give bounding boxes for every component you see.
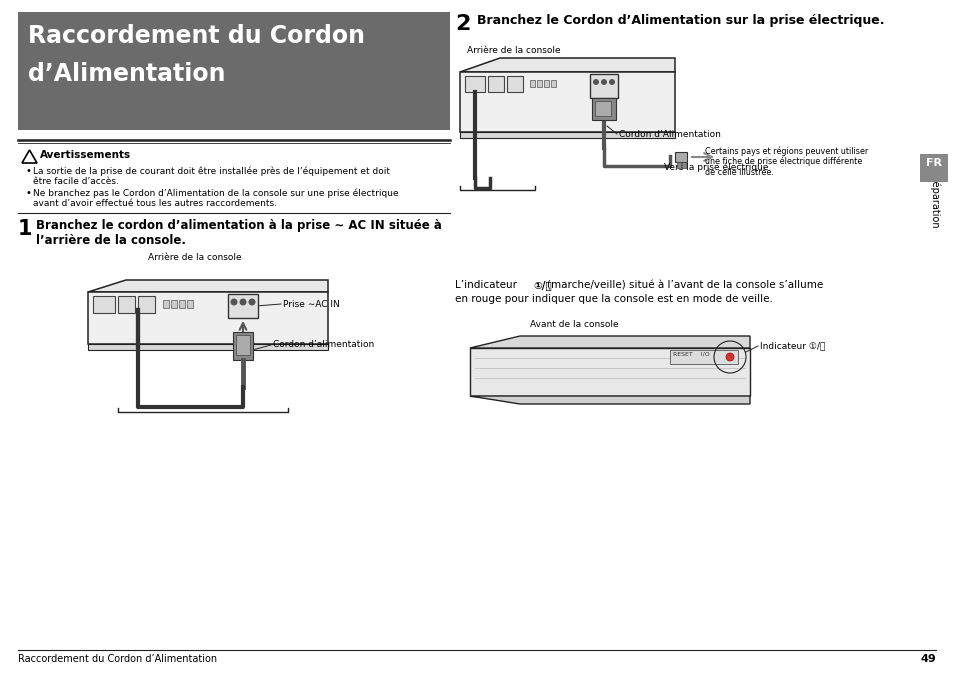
Text: RESET    I/O: RESET I/O	[672, 352, 709, 357]
Bar	[506, 76, 522, 92]
Text: 1: 1	[18, 219, 32, 239]
Text: •: •	[26, 166, 31, 176]
Text: Avant de la console: Avant de la console	[530, 320, 618, 329]
Text: Certains pays et régions peuvent utiliser: Certains pays et régions peuvent utilise…	[704, 146, 867, 156]
Bar	[595, 101, 610, 116]
Polygon shape	[470, 336, 749, 348]
Bar	[88, 292, 328, 344]
Text: de celle illustrée.: de celle illustrée.	[704, 168, 773, 177]
Text: Préparation: Préparation	[928, 172, 939, 228]
Bar	[470, 348, 749, 396]
Bar	[118, 296, 135, 313]
Text: l’arrière de la console.: l’arrière de la console.	[36, 234, 186, 247]
Bar	[537, 80, 541, 87]
Bar	[138, 296, 154, 313]
Text: Cordon d’Alimentation: Cordon d’Alimentation	[618, 130, 720, 139]
Bar	[677, 162, 680, 168]
Bar	[530, 80, 535, 87]
Bar	[163, 300, 169, 308]
Text: en rouge pour indiquer que la console est en mode de veille.: en rouge pour indiquer que la console es…	[455, 294, 772, 304]
Text: La sortie de la prise de courant doit être installée près de l’équipement et doi: La sortie de la prise de courant doit êt…	[33, 166, 390, 175]
Circle shape	[231, 299, 237, 305]
Text: Arrière de la console: Arrière de la console	[467, 46, 560, 55]
Bar	[459, 132, 675, 138]
Polygon shape	[470, 396, 749, 404]
Bar	[669, 350, 738, 364]
Text: 49: 49	[920, 654, 935, 664]
Text: 2: 2	[455, 14, 470, 34]
Bar	[179, 300, 185, 308]
Text: FR: FR	[925, 158, 941, 168]
Circle shape	[600, 79, 606, 85]
Text: d’Alimentation: d’Alimentation	[28, 62, 225, 86]
Circle shape	[248, 299, 255, 305]
Bar	[551, 80, 556, 87]
Bar	[18, 12, 450, 130]
Text: Prise ∼AC IN: Prise ∼AC IN	[283, 300, 339, 309]
Bar	[592, 98, 616, 120]
Text: Ne branchez pas le Cordon d’Alimentation de la console sur une prise électrique: Ne branchez pas le Cordon d’Alimentation…	[33, 188, 398, 197]
Text: Cordon d’alimentation: Cordon d’alimentation	[273, 340, 374, 349]
Bar	[488, 76, 503, 92]
Polygon shape	[459, 58, 675, 72]
Bar	[681, 162, 685, 168]
Bar	[464, 76, 484, 92]
Circle shape	[608, 79, 615, 85]
Text: Raccordement du Cordon d’Alimentation: Raccordement du Cordon d’Alimentation	[18, 654, 217, 664]
Text: (marche/veille) situé à l’avant de la console s’allume: (marche/veille) situé à l’avant de la co…	[546, 280, 822, 290]
Bar	[228, 294, 257, 318]
Bar	[233, 332, 253, 360]
Text: •: •	[26, 188, 31, 198]
Polygon shape	[88, 280, 328, 292]
Text: une fiche de prise électrique différente: une fiche de prise électrique différente	[704, 157, 862, 166]
Text: L’indicateur: L’indicateur	[455, 280, 519, 290]
Bar	[92, 296, 115, 313]
Text: Vers la prise électrique: Vers la prise électrique	[663, 162, 768, 171]
Bar	[675, 152, 686, 162]
Bar	[187, 300, 193, 308]
Text: Arrière de la console: Arrière de la console	[148, 253, 241, 262]
Bar	[919, 154, 947, 182]
Text: Branchez le Cordon d’Alimentation sur la prise électrique.: Branchez le Cordon d’Alimentation sur la…	[476, 14, 883, 27]
Text: Branchez le cordon d’alimentation à la prise ∼ AC IN située à: Branchez le cordon d’alimentation à la p…	[36, 219, 441, 232]
Text: avant d’avoir effectué tous les autres raccordements.: avant d’avoir effectué tous les autres r…	[33, 199, 276, 208]
Bar	[235, 335, 250, 355]
Bar	[171, 300, 177, 308]
Circle shape	[593, 79, 598, 85]
Text: être facile d’accès.: être facile d’accès.	[33, 177, 119, 186]
Bar	[589, 74, 618, 98]
Text: Raccordement du Cordon: Raccordement du Cordon	[28, 24, 365, 48]
Text: ①/⏻: ①/⏻	[533, 280, 551, 290]
Circle shape	[239, 299, 246, 305]
Text: Indicateur ①/⏻: Indicateur ①/⏻	[760, 341, 824, 350]
Text: Avertissements: Avertissements	[40, 150, 131, 160]
Bar	[459, 72, 675, 132]
Bar	[88, 344, 328, 350]
Circle shape	[725, 353, 733, 361]
Bar	[543, 80, 548, 87]
